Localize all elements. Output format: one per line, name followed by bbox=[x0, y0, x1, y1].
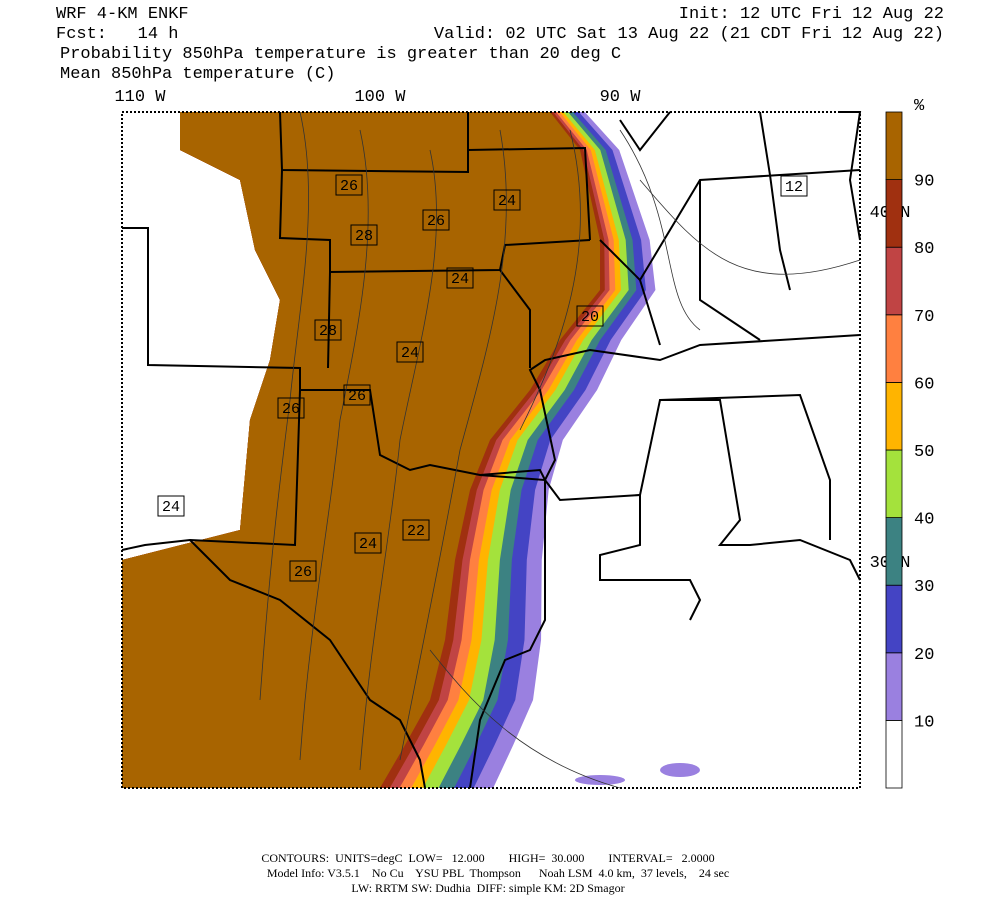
colorbar-label: 50 bbox=[914, 443, 934, 462]
colorbar-swatch bbox=[885, 381, 903, 451]
contour-label-box bbox=[343, 384, 371, 406]
field-title: Mean 850hPa temperature (C) bbox=[60, 65, 335, 84]
contour-label: 28 bbox=[319, 323, 337, 340]
field-title: Probability 850hPa temperature is greate… bbox=[60, 45, 621, 64]
contour-label: 26 bbox=[348, 388, 366, 405]
contour-lines bbox=[259, 111, 861, 789]
contour-label: 12 bbox=[785, 179, 803, 196]
forecast-hour: Fcst: 14 h bbox=[56, 25, 178, 44]
contour-label-box bbox=[422, 209, 450, 231]
colorbar-swatch bbox=[885, 314, 903, 383]
state-lines bbox=[121, 111, 862, 789]
probability-area bbox=[575, 775, 625, 785]
colorbar-unit: % bbox=[914, 97, 925, 116]
contour-label: 20 bbox=[581, 309, 599, 326]
probability-area bbox=[660, 763, 700, 777]
valid-time: Valid: 02 UTC Sat 13 Aug 22 (21 CDT Fri … bbox=[434, 25, 944, 44]
contour-label-box bbox=[354, 532, 382, 554]
contour-label: 24 bbox=[401, 345, 419, 362]
colorbar-swatch bbox=[885, 111, 903, 180]
contour-label-box bbox=[314, 319, 342, 341]
contour-label: 24 bbox=[162, 499, 180, 516]
contour-label-box bbox=[493, 189, 521, 211]
colorbar-swatch bbox=[885, 652, 903, 721]
colorbar-label: 40 bbox=[914, 511, 934, 530]
colorbar-label: 30 bbox=[914, 578, 934, 597]
colorbar-swatch bbox=[885, 179, 903, 248]
contour-label: 24 bbox=[498, 193, 516, 210]
contour-label-box bbox=[402, 519, 430, 541]
footer: CONTOURS: UNITS=degC LOW= 12.000 HIGH= 3… bbox=[261, 851, 714, 865]
colorbar-label: 60 bbox=[914, 375, 934, 394]
probability-area bbox=[122, 112, 600, 788]
contour-label: 28 bbox=[355, 228, 373, 245]
colorbar-swatch bbox=[885, 720, 903, 789]
lon-label: 110 W bbox=[114, 88, 166, 107]
map-frame bbox=[121, 111, 861, 789]
contour-label-box bbox=[576, 305, 604, 327]
colorbar-label: 90 bbox=[914, 173, 934, 192]
contour-label: 26 bbox=[340, 178, 358, 195]
map-labels: 110 W 100 W 90 W40 N30 N262624282428242026… bbox=[114, 88, 910, 582]
colorbar-swatch bbox=[885, 449, 903, 518]
lon-label: 90 W bbox=[600, 88, 642, 107]
contour-label-box bbox=[157, 495, 185, 517]
contour-label-box bbox=[277, 397, 305, 419]
footer: LW: RRTM SW: Dudhia DIFF: simple KM: 2D … bbox=[351, 881, 624, 895]
colorbar-swatch bbox=[885, 517, 903, 586]
model-title: WRF 4-KM ENKF bbox=[56, 5, 189, 24]
footer: Model Info: V3.5.1 No Cu YSU PBL Thompso… bbox=[267, 866, 729, 880]
colorbar-label: 20 bbox=[914, 646, 934, 665]
colorbar-swatch bbox=[885, 584, 903, 654]
contour-label-box bbox=[335, 174, 363, 196]
init-time: Init: 12 UTC Fri 12 Aug 22 bbox=[679, 5, 944, 24]
contour-label-box bbox=[446, 267, 474, 289]
contour-label: 26 bbox=[294, 564, 312, 581]
colorbar-swatch bbox=[885, 246, 903, 316]
contour-label-box bbox=[396, 341, 424, 363]
colorbar-label: 80 bbox=[914, 240, 934, 259]
contour-label: 26 bbox=[282, 401, 300, 418]
contour-label-box bbox=[350, 224, 378, 246]
colorbar-label: 70 bbox=[914, 308, 934, 327]
colorbar: 10 20 30 40 50 60 70 80 90% bbox=[885, 97, 934, 789]
map bbox=[122, 112, 700, 788]
contour-label: 22 bbox=[407, 523, 425, 540]
contour-label: 26 bbox=[427, 213, 445, 230]
contour-label: 24 bbox=[359, 536, 377, 553]
contour-label-box bbox=[289, 560, 317, 582]
lon-label: 100 W bbox=[354, 88, 406, 107]
colorbar-label: 10 bbox=[914, 713, 934, 732]
contour-label: 24 bbox=[451, 271, 469, 288]
contour-label-box bbox=[780, 175, 808, 197]
